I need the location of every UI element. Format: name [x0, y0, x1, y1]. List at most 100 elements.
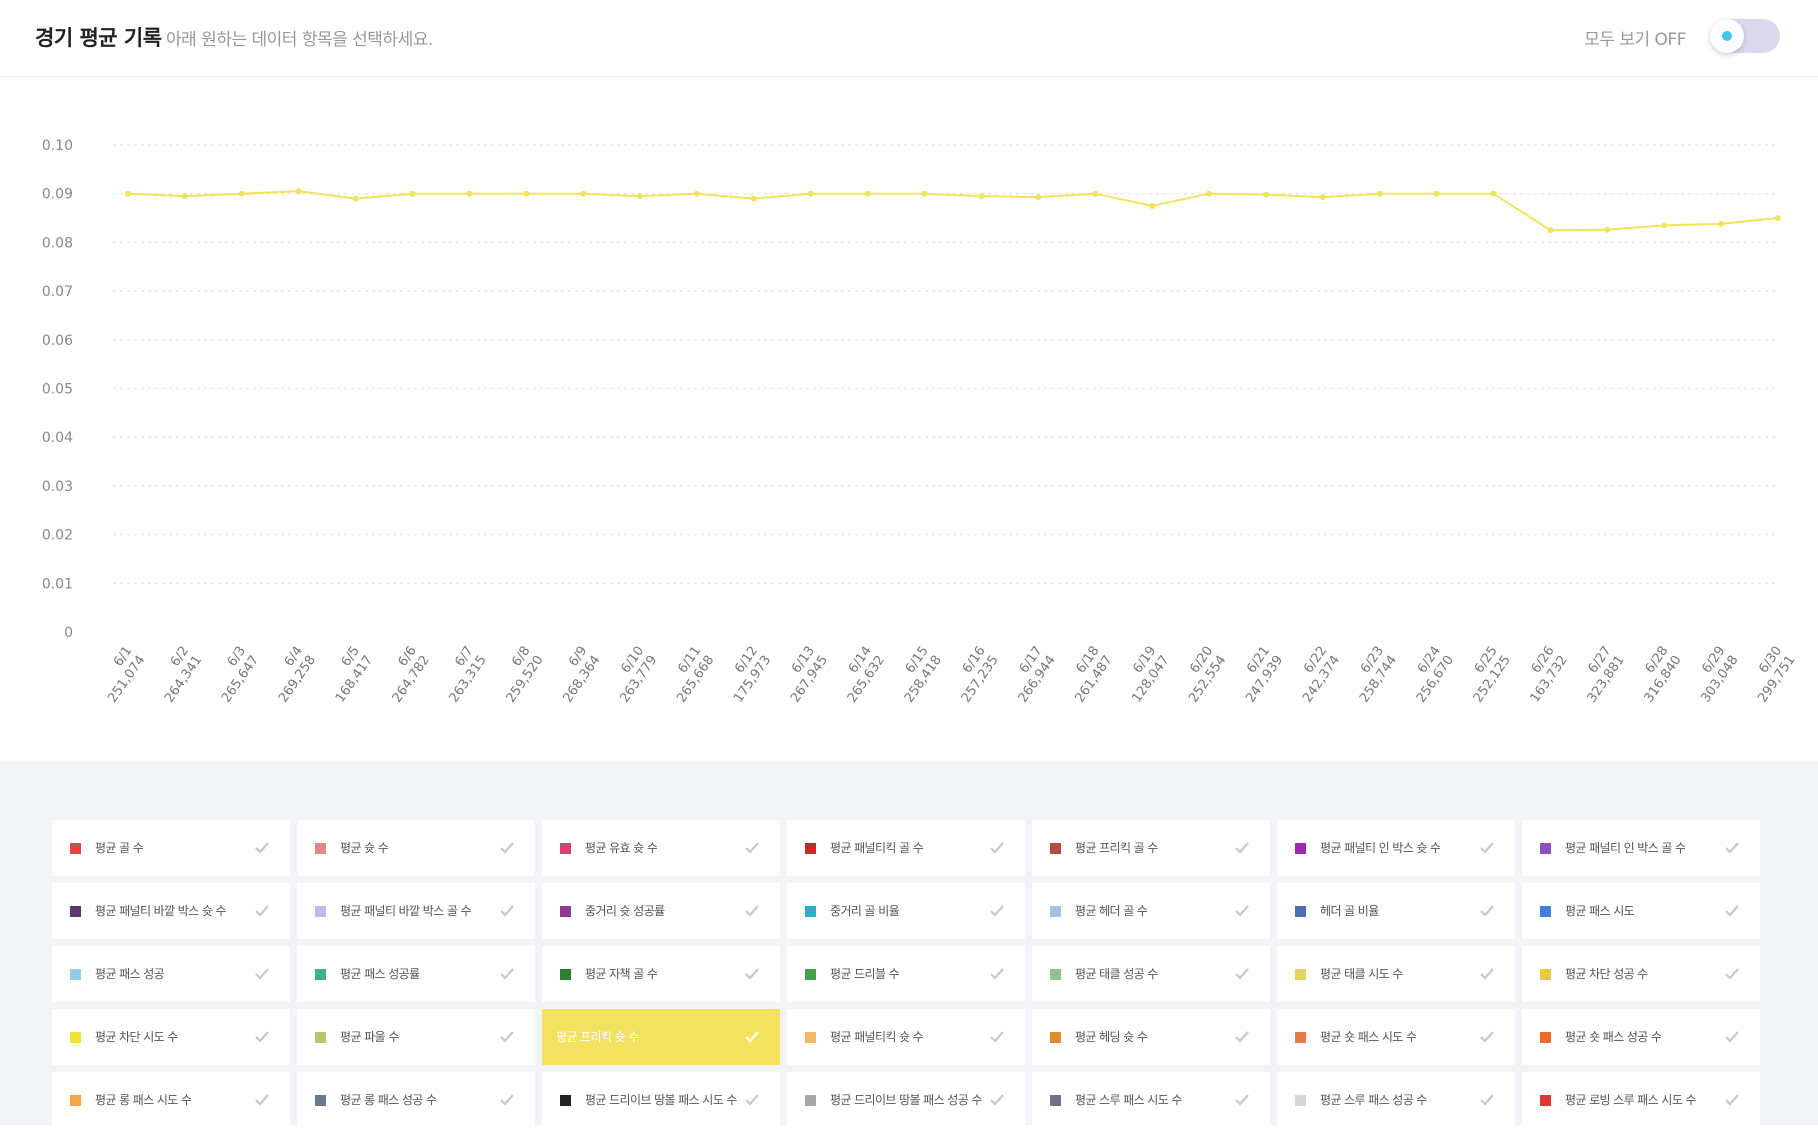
data-point[interactable] — [1775, 215, 1781, 222]
legend-item[interactable]: 평균 차단 성공 수 — [1522, 946, 1760, 1002]
data-point[interactable] — [978, 193, 985, 200]
data-point[interactable] — [409, 190, 416, 197]
series-layer — [125, 188, 1781, 234]
legend-swatch — [1295, 843, 1306, 854]
y-tick-label: 0.10 — [42, 138, 73, 154]
data-point[interactable] — [1376, 190, 1383, 197]
data-point[interactable] — [1262, 191, 1269, 198]
legend-item[interactable]: 평균 롱 패스 시도 수 — [52, 1072, 290, 1128]
legend-label: 평균 자책 골 수 — [585, 967, 658, 981]
legend-swatch — [560, 1095, 571, 1106]
data-point[interactable] — [1035, 194, 1042, 201]
page-subtitle: 아래 원하는 데이터 항목을 선택하세요. — [166, 30, 433, 50]
legend-item[interactable]: 평균 롱 패스 성공 수 — [297, 1072, 535, 1128]
legend-item[interactable]: 평균 헤더 골 수 — [1032, 883, 1270, 939]
legend-item[interactable]: 평균 로빙 스루 패스 시도 수 — [1522, 1072, 1760, 1128]
legend-item[interactable]: 평균 차단 시도 수 — [52, 1009, 290, 1065]
data-point[interactable] — [352, 195, 359, 202]
legend-item[interactable]: 평균 패널티킥 골 수 — [787, 820, 1025, 876]
legend-item[interactable]: 중거리 골 비율 — [787, 883, 1025, 939]
legend-item[interactable]: 평균 패널티킥 슛 수 — [787, 1009, 1025, 1065]
legend-label: 평균 프리킥 골 수 — [1075, 841, 1158, 855]
check-icon — [990, 1031, 1004, 1043]
data-point[interactable] — [864, 190, 871, 197]
legend-item[interactable]: 평균 패널티 인 박스 골 수 — [1522, 820, 1760, 876]
legend-item[interactable]: 평균 유효 슛 수 — [542, 820, 780, 876]
legend-item[interactable]: 평균 태클 성공 수 — [1032, 946, 1270, 1002]
legend-label: 평균 패널티킥 슛 수 — [830, 1030, 924, 1044]
data-point[interactable] — [750, 195, 757, 202]
data-point[interactable] — [125, 190, 131, 197]
legend-item[interactable]: 평균 패널티 인 박스 슛 수 — [1277, 820, 1515, 876]
legend-item[interactable]: 헤더 골 비율 — [1277, 883, 1515, 939]
legend-item[interactable]: 평균 프리킥 골 수 — [1032, 820, 1270, 876]
legend-label: 평균 차단 성공 수 — [1565, 967, 1648, 981]
legend-swatch — [1295, 1032, 1306, 1043]
legend-label: 평균 태클 성공 수 — [1075, 967, 1158, 981]
legend-item[interactable]: 평균 자책 골 수 — [542, 946, 780, 1002]
legend-item[interactable]: 평균 골 수 — [52, 820, 290, 876]
show-all-toggle[interactable] — [1710, 19, 1780, 53]
legend-item[interactable]: 평균 패널티 바깥 박스 골 수 — [297, 883, 535, 939]
legend-item[interactable]: 평균 태클 시도 수 — [1277, 946, 1515, 1002]
legend-label: 중거리 슛 성공률 — [585, 904, 665, 918]
data-point[interactable] — [1149, 202, 1156, 209]
legend-item[interactable]: 평균 파울 수 — [297, 1009, 535, 1065]
data-point[interactable] — [637, 193, 644, 200]
legend-item[interactable]: 평균 패스 성공 — [52, 946, 290, 1002]
legend-item[interactable]: 평균 드리이브 땅볼 패스 성공 수 — [787, 1072, 1025, 1128]
data-point[interactable] — [1319, 194, 1326, 201]
legend-item[interactable]: 평균 패널티 바깥 박스 슛 수 — [52, 883, 290, 939]
data-point[interactable] — [295, 188, 302, 195]
legend-item[interactable]: 평균 슛 수 — [297, 820, 535, 876]
data-point[interactable] — [1092, 190, 1099, 197]
data-point[interactable] — [1547, 227, 1554, 234]
legend-item[interactable]: 중거리 슛 성공률 — [542, 883, 780, 939]
legend-item[interactable]: 평균 숏 패스 성공 수 — [1522, 1009, 1760, 1065]
data-point[interactable] — [1604, 226, 1611, 233]
data-point[interactable] — [1490, 190, 1497, 197]
data-point[interactable] — [580, 190, 587, 197]
legend-item[interactable]: 평균 스루 패스 시도 수 — [1032, 1072, 1270, 1128]
data-point[interactable] — [466, 190, 473, 197]
legend-swatch — [1295, 906, 1306, 917]
check-icon — [1235, 842, 1249, 854]
data-point[interactable] — [921, 190, 928, 197]
legend-item[interactable]: 평균 숏 패스 시도 수 — [1277, 1009, 1515, 1065]
legend-swatch — [1540, 906, 1551, 917]
legend-label: 평균 스루 패스 시도 수 — [1075, 1093, 1182, 1107]
y-tick-label: 0.09 — [42, 187, 73, 203]
legend-item[interactable]: 평균 스루 패스 성공 수 — [1277, 1072, 1515, 1128]
check-icon — [1480, 1031, 1494, 1043]
legend-label: 평균 패널티킥 골 수 — [830, 841, 924, 855]
data-point[interactable] — [523, 190, 530, 197]
legend-item[interactable]: 평균 패스 성공률 — [297, 946, 535, 1002]
legend-swatch — [1295, 969, 1306, 980]
legend-item[interactable]: 평균 드리블 수 — [787, 946, 1025, 1002]
data-point[interactable] — [1433, 190, 1440, 197]
legend-swatch — [805, 843, 816, 854]
data-point[interactable] — [1661, 222, 1668, 229]
legend-item[interactable]: 평균 드리이브 땅볼 패스 시도 수 — [542, 1072, 780, 1128]
legend-swatch — [315, 969, 326, 980]
data-point[interactable] — [1206, 190, 1213, 197]
legend-swatch — [315, 1095, 326, 1106]
legend-swatch — [1050, 1095, 1061, 1106]
data-point[interactable] — [181, 193, 188, 200]
y-tick-label: 0.02 — [42, 528, 73, 544]
data-point[interactable] — [238, 190, 245, 197]
y-axis-ticks: 0 0.01 0.02 0.03 0.04 0.05 0.06 0.07 0.08 0.09 0.1… — [42, 138, 73, 641]
legend-item[interactable]: 평균 패스 시도 — [1522, 883, 1760, 939]
data-point[interactable] — [1718, 220, 1725, 227]
legend-item[interactable]: 평균 헤딩 슛 수 — [1032, 1009, 1270, 1065]
data-point[interactable] — [693, 190, 700, 197]
check-icon — [745, 1094, 759, 1106]
data-point[interactable] — [807, 190, 814, 197]
legend-item[interactable]: 평균 프리킥 슛 수 — [542, 1009, 780, 1065]
